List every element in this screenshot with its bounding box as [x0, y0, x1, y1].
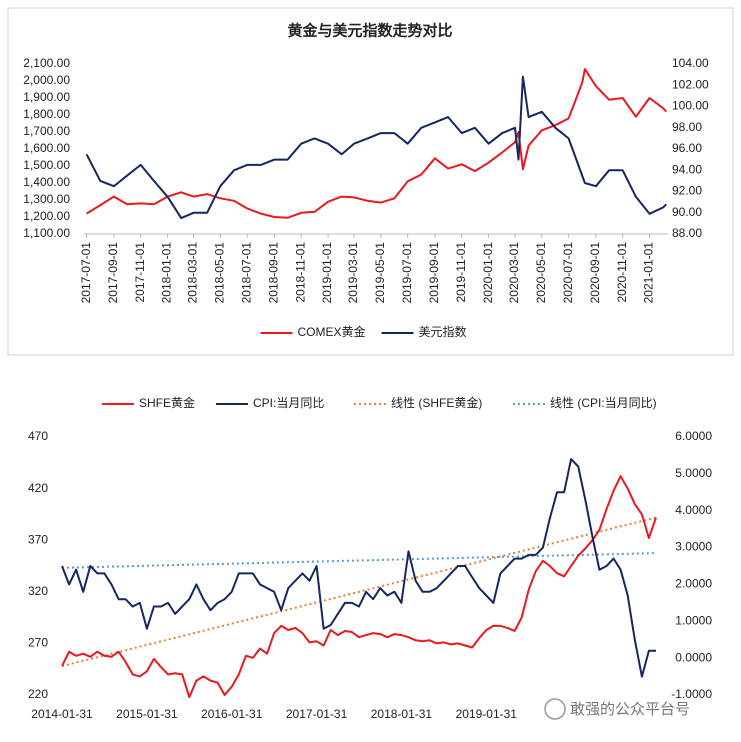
y2-tick-label: 104.00 [672, 56, 709, 70]
x-tick-label: 2017-07-01 [79, 242, 93, 304]
y-tick-label: 320 [28, 584, 48, 598]
y2-tick-label: 4.0000 [675, 503, 712, 517]
y2-tick-label: 94.00 [672, 162, 702, 176]
watermark-icon [544, 698, 566, 720]
x-tick-label: 2020-11-01 [615, 242, 629, 303]
y2-tick-label: 90.00 [672, 205, 702, 219]
legend-label: 线性 (CPI:当月同比) [550, 396, 657, 410]
y2-tick-label: 0.0000 [675, 650, 712, 664]
x-tick-label: 2016-01-31 [201, 707, 263, 721]
y-tick-label: 1,600.00 [23, 141, 70, 155]
legend-label: COMEX黄金 [298, 324, 366, 339]
y-tick-label: 1,500.00 [23, 158, 70, 172]
y2-tick-label: 98.00 [672, 120, 702, 134]
y2-tick-label: 2.0000 [675, 577, 712, 591]
y-tick-label: 220 [28, 687, 48, 701]
y2-tick-label: 6.0000 [675, 429, 712, 443]
watermark-text: 敢强的公众平台号 [570, 701, 690, 718]
x-tick-label: 2014-01-31 [31, 707, 93, 721]
legend-label: SHFE黄金 [139, 395, 195, 410]
trendline [61, 516, 657, 668]
x-tick-label: 2019-01-31 [456, 707, 518, 721]
x-tick-label: 2019-11-01 [454, 242, 468, 303]
y-tick-label: 1,900.00 [23, 90, 70, 104]
series-line [85, 75, 667, 220]
x-tick-label: 2019-03-01 [346, 242, 360, 304]
x-tick-label: 2018-11-01 [293, 242, 307, 303]
y2-tick-label: 5.0000 [675, 466, 712, 480]
legend-label: 美元指数 [419, 324, 467, 339]
legend-label: CPI:当月同比 [253, 396, 324, 410]
chart-frame [7, 7, 734, 356]
y-tick-label: 270 [28, 636, 48, 650]
y-tick-label: 1,700.00 [23, 124, 70, 138]
x-tick-label: 2020-01-01 [481, 242, 495, 304]
x-tick-label: 2018-05-01 [212, 242, 226, 304]
y-tick-label: 1,100.00 [23, 226, 70, 240]
x-tick-label: 2020-09-01 [588, 242, 602, 304]
x-tick-label: 2017-01-31 [286, 707, 348, 721]
x-tick-label: 2015-01-31 [116, 707, 178, 721]
x-tick-label: 2018-09-01 [267, 242, 281, 304]
y-tick-label: 1,300.00 [23, 192, 70, 206]
x-tick-label: 2020-07-01 [561, 242, 575, 304]
x-tick-label: 2019-01-01 [320, 242, 334, 304]
y-tick-label: 2,000.00 [23, 73, 70, 87]
x-tick-label: 2019-07-01 [400, 242, 414, 304]
x-tick-label: 2017-09-01 [106, 242, 120, 304]
x-tick-label: 2018-03-01 [186, 242, 200, 304]
x-tick-label: 2020-05-01 [534, 242, 548, 304]
x-tick-label: 2021-01-01 [642, 242, 656, 304]
x-tick-label: 2018-01-31 [371, 707, 433, 721]
x-tick-label: 2018-01-01 [160, 242, 174, 304]
trendline [61, 552, 657, 569]
x-tick-label: 2019-05-01 [373, 242, 387, 304]
y-tick-label: 1,800.00 [23, 107, 70, 121]
y2-tick-label: 100.00 [672, 99, 709, 113]
y2-tick-label: 96.00 [672, 141, 702, 155]
series-line [61, 458, 656, 678]
legend-label: 线性 (SHFE黄金) [391, 395, 482, 410]
x-tick-label: 2017-11-01 [133, 242, 147, 303]
y-tick-label: 370 [28, 532, 48, 546]
y2-tick-label: 3.0000 [675, 540, 712, 554]
x-tick-label: 2020-03-01 [507, 242, 521, 304]
x-tick-label: 2018-07-01 [239, 242, 253, 304]
chart-title: 黄金与美元指数走势对比 [287, 21, 452, 39]
watermark: 敢强的公众平台号 [544, 698, 690, 720]
series-line [61, 475, 657, 699]
y2-tick-label: -1.0000 [671, 687, 712, 701]
y-tick-label: 420 [28, 481, 48, 495]
y2-tick-label: 88.00 [672, 226, 702, 240]
y-tick-label: 1,200.00 [23, 209, 70, 223]
y-tick-label: 2,100.00 [23, 56, 70, 70]
x-tick-label: 2019-09-01 [427, 242, 441, 304]
y-tick-label: 1,400.00 [23, 175, 70, 189]
y2-tick-label: 102.00 [672, 77, 709, 91]
y2-tick-label: 92.00 [672, 184, 702, 198]
y-tick-label: 470 [28, 429, 48, 443]
y2-tick-label: 1.0000 [675, 613, 712, 627]
series-line [86, 68, 667, 219]
